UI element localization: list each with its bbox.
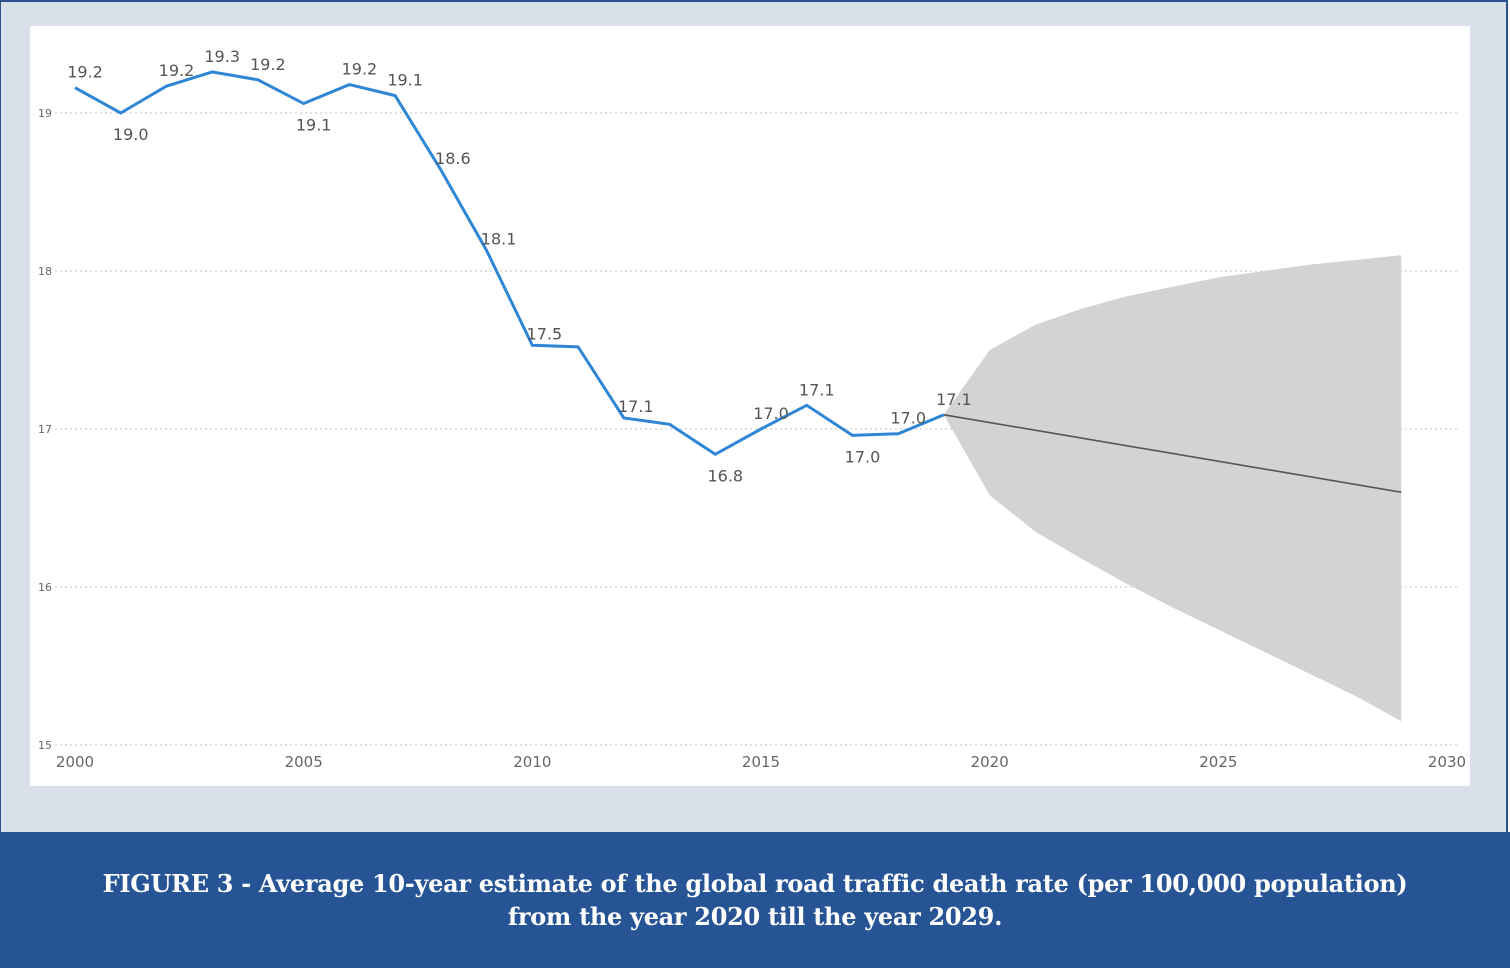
data-labels: 19.2 19.0 19.2 19.3 19.2 19.1 19.2 19.1 18.6 18.1… — [67, 47, 972, 485]
actual-series-line — [74, 70, 945, 457]
data-label: 19.0 — [113, 125, 149, 144]
x-tick-label: 2015 — [742, 753, 780, 771]
x-axis: 2000 2005 2010 2015 2020 2025 2030 — [56, 753, 1466, 771]
y-tick-label: 16 — [38, 581, 52, 594]
data-label: 17.5 — [527, 324, 563, 343]
y-tick-label: 18 — [38, 265, 52, 278]
data-label: 17.0 — [845, 447, 881, 466]
data-label: 17.0 — [890, 409, 926, 428]
data-label: 19.2 — [159, 61, 195, 80]
data-label: 17.1 — [936, 390, 972, 409]
confidence-band — [943, 255, 1402, 722]
x-tick-label: 2005 — [285, 753, 323, 771]
y-tick-label: 19 — [38, 107, 52, 120]
confidence-band-group — [943, 255, 1402, 722]
caption-line-2: from the year 2020 till the year 2029. — [507, 902, 1003, 931]
y-tick-label: 15 — [38, 739, 52, 752]
data-label: 19.2 — [67, 63, 103, 82]
data-label: 17.0 — [753, 404, 789, 423]
data-label: 19.2 — [342, 60, 378, 79]
x-tick-label: 2000 — [56, 753, 94, 771]
data-label: 18.6 — [435, 149, 471, 168]
data-label: 16.8 — [707, 466, 743, 485]
series-lines — [74, 70, 1402, 493]
data-label: 17.1 — [618, 397, 654, 416]
caption-line-1: FIGURE 3 - Average 10-year estimate of t… — [102, 869, 1408, 898]
x-tick-label: 2020 — [971, 753, 1009, 771]
x-tick-label: 2010 — [513, 753, 551, 771]
figure-caption: FIGURE 3 - Average 10-year estimate of t… — [45, 867, 1465, 933]
data-label: 19.1 — [387, 71, 423, 90]
data-label: 18.1 — [481, 229, 517, 248]
x-tick-label: 2025 — [1199, 753, 1237, 771]
data-label: 19.1 — [296, 116, 332, 135]
caption-band: FIGURE 3 - Average 10-year estimate of t… — [0, 832, 1510, 968]
data-label: 19.3 — [204, 47, 240, 66]
y-axis: 15 16 17 18 19 — [38, 107, 52, 752]
data-label: 17.1 — [799, 380, 835, 399]
y-tick-label: 17 — [38, 423, 52, 436]
forecast-line — [943, 413, 1402, 493]
x-tick-label: 2030 — [1428, 753, 1466, 771]
data-label: 19.2 — [250, 55, 286, 74]
